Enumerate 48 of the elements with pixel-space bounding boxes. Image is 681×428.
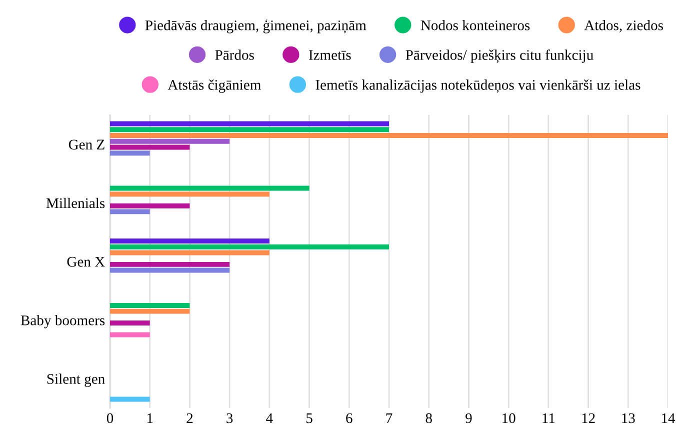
bar [110, 244, 389, 250]
bar [110, 396, 150, 402]
legend-label: Piedāvās draugiem, ģimenei, paziņām [145, 20, 366, 34]
x-tick-label: 1 [147, 413, 153, 423]
bar [110, 308, 190, 314]
bar [110, 250, 270, 256]
x-tick-label: 13 [622, 413, 635, 424]
bar [110, 209, 150, 214]
x-tick-label: 8 [426, 413, 432, 424]
bar [110, 203, 190, 208]
x-tick-label: 2 [186, 413, 193, 423]
bar [110, 121, 389, 126]
bar [110, 320, 150, 326]
bar [110, 186, 310, 191]
bar [110, 332, 150, 338]
legend-label: Nodos konteineros [420, 20, 530, 30]
legend-label: Iemetīs kanalizācijas notekūdeņos vai vienkārši uz ielas [316, 80, 640, 93]
bar [110, 192, 270, 197]
legend-label: Izmetīs [308, 50, 351, 60]
x-tick-label: 4 [266, 413, 273, 423]
x-tick-label: 3 [226, 413, 233, 424]
x-tick-label: 12 [582, 413, 595, 423]
x-tick-label: 9 [466, 413, 472, 424]
y-tick-label: Silent gen [47, 374, 105, 387]
bar [110, 138, 230, 144]
x-tick-label: 11 [542, 413, 555, 423]
bar [110, 302, 190, 308]
y-tick-label: Millenials [46, 198, 105, 208]
legend-label: Pārveidos/ piešķirs citu funkciju [406, 50, 594, 63]
y-tick-label: Gen Z [68, 140, 104, 150]
bar [110, 133, 668, 138]
x-tick-label: 0 [106, 413, 114, 424]
x-tick-label: 6 [346, 413, 352, 424]
y-tick-label: Gen X [67, 256, 105, 267]
x-tick-label: 5 [306, 413, 312, 424]
bar [110, 150, 150, 156]
legend-label: Atstās čigāniem [168, 80, 261, 93]
x-tick-label: 10 [502, 413, 516, 424]
x-tick-label: 7 [386, 413, 392, 423]
y-tick-label: Baby boomers [20, 315, 105, 328]
bar [110, 127, 389, 132]
legend-label: Atdos, ziedos [584, 20, 663, 32]
bar [110, 238, 270, 244]
x-tick-label: 14 [662, 413, 676, 423]
bar [110, 268, 230, 273]
legend-label: Pārdos [215, 50, 254, 60]
bar [110, 144, 190, 150]
bar [110, 262, 230, 267]
